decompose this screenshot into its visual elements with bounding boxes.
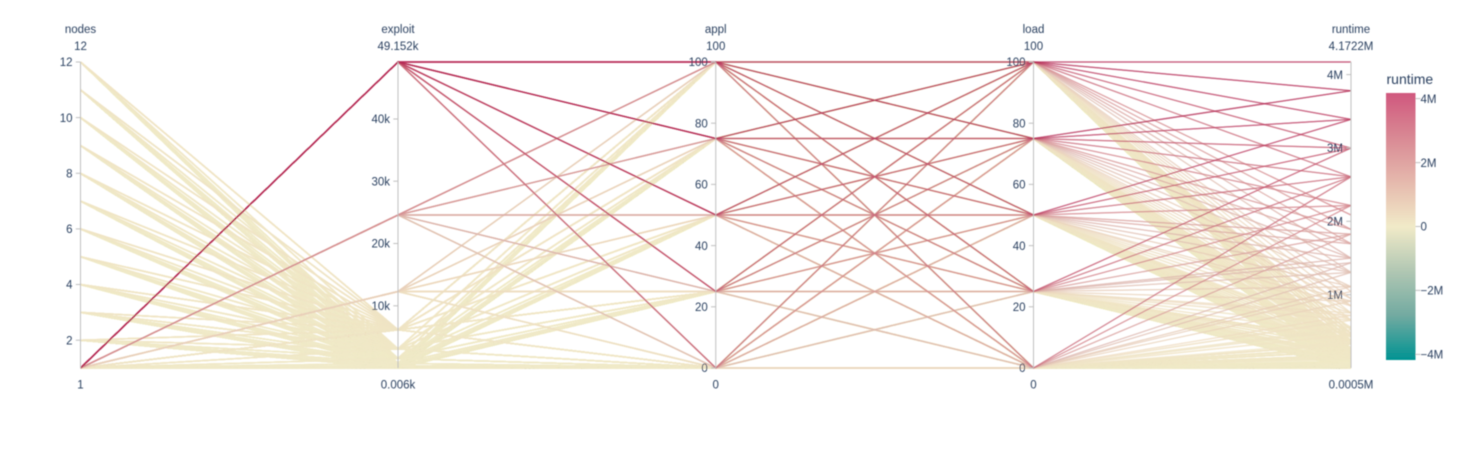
svg-text:0: 0: [1019, 363, 1025, 375]
svg-text:4M: 4M: [1421, 94, 1437, 106]
svg-text:80: 80: [695, 118, 708, 130]
svg-text:1: 1: [77, 380, 83, 392]
svg-text:appl: appl: [705, 24, 727, 36]
svg-text:10: 10: [60, 113, 73, 125]
svg-text:4: 4: [66, 280, 73, 292]
svg-text:load: load: [1023, 24, 1045, 36]
svg-text:80: 80: [1013, 118, 1026, 130]
svg-text:40: 40: [1013, 241, 1026, 253]
svg-text:40: 40: [695, 241, 708, 253]
svg-text:2: 2: [66, 335, 72, 347]
svg-text:12: 12: [60, 57, 73, 69]
svg-text:4M: 4M: [1327, 70, 1343, 82]
svg-text:100: 100: [706, 41, 725, 53]
svg-text:3M: 3M: [1327, 143, 1343, 155]
svg-text:6: 6: [66, 224, 72, 236]
svg-text:20k: 20k: [371, 239, 390, 251]
svg-text:10k: 10k: [371, 301, 390, 313]
svg-text:20: 20: [1013, 302, 1026, 314]
svg-text:0.006k: 0.006k: [381, 380, 416, 392]
svg-text:30k: 30k: [371, 176, 390, 188]
svg-text:0: 0: [713, 380, 719, 392]
svg-text:60: 60: [695, 180, 708, 192]
svg-text:2M: 2M: [1327, 217, 1343, 229]
svg-text:nodes: nodes: [65, 24, 97, 36]
svg-text:4.1722M: 4.1722M: [1329, 41, 1374, 53]
svg-text:0: 0: [1030, 380, 1036, 392]
svg-text:runtime: runtime: [1332, 24, 1370, 36]
svg-text:1M: 1M: [1327, 290, 1343, 302]
svg-text:2M: 2M: [1421, 158, 1437, 170]
svg-text:100: 100: [1006, 57, 1025, 69]
svg-text:60: 60: [1013, 180, 1026, 192]
svg-text:100: 100: [1024, 41, 1043, 53]
svg-text:100: 100: [689, 57, 708, 69]
svg-text:0: 0: [1421, 222, 1427, 234]
svg-text:49.152k: 49.152k: [378, 41, 419, 53]
svg-text:0.0005M: 0.0005M: [1329, 380, 1374, 392]
svg-text:12: 12: [74, 41, 87, 53]
svg-text:runtime: runtime: [1387, 71, 1434, 87]
svg-text:0: 0: [701, 363, 707, 375]
svg-text:40k: 40k: [371, 114, 390, 126]
svg-text:exploit: exploit: [381, 24, 415, 36]
svg-text:20: 20: [695, 302, 708, 314]
svg-text:−4M: −4M: [1421, 350, 1444, 362]
svg-text:8: 8: [66, 169, 72, 181]
svg-text:−2M: −2M: [1421, 286, 1444, 298]
